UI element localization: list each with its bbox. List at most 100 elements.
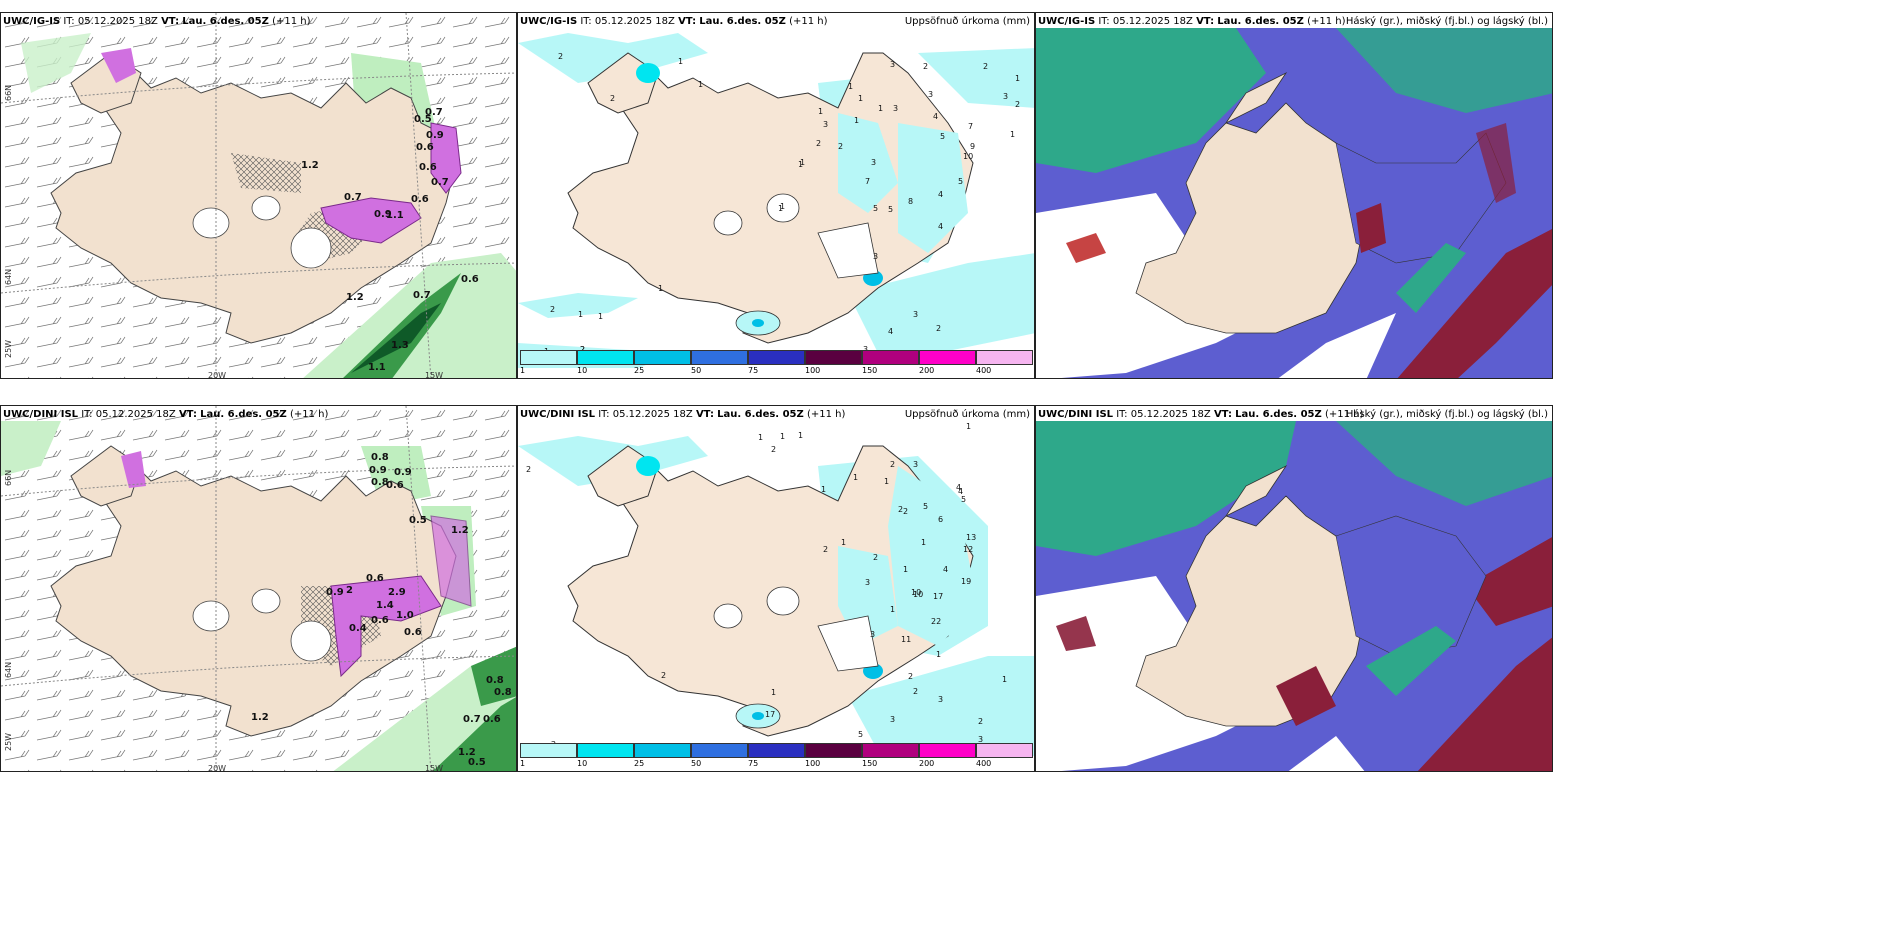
colorbar-tick: 400 [976,366,992,375]
value-label: 4 [938,190,944,199]
value-label: 11 [901,635,912,644]
value-label: 3 [863,346,868,354]
value-label: 0.6 [461,274,479,285]
value-label: 1 [678,57,684,66]
colorbar-tick: 100 [805,366,821,375]
value-label: 5 [888,205,894,214]
value-label: 0.6 [404,627,422,638]
value-label: 4 [938,222,944,231]
colorbar-tick: 400 [976,759,992,768]
value-label: 0.6 [411,194,429,205]
value-label: 1 [966,422,972,431]
value-label: 2 [903,507,909,516]
colorbar-tick: 10 [577,759,588,768]
value-label: 1 [780,432,786,441]
panel-subtitle: Uppsöfnuð úrkoma (mm) [904,16,1030,27]
value-label: 0.9 [394,467,412,478]
value-label: 2 [526,465,532,474]
value-label: 0.7 [344,192,362,203]
value-label: 12 [963,545,974,554]
colorbar-swatch [976,350,1033,365]
value-label: 1 [658,284,664,293]
value-label: 1 [778,204,784,213]
value-label: 0.8 [371,477,389,488]
value-label: 0.7 [463,714,481,725]
value-label: 1 [798,160,804,169]
value-label: 2 [913,687,919,696]
value-label: 2 [923,62,929,71]
value-label: 1 [903,565,909,574]
value-label: 0.6 [386,480,404,491]
value-label: 17 [933,592,944,601]
value-label: 1 [598,312,604,321]
value-label: 5 [958,177,964,186]
value-label: 1 [890,605,896,614]
colorbar-tick: 25 [634,366,645,375]
value-label: 1.1 [368,362,386,373]
value-label: 2 [890,460,896,469]
value-label: 2 [580,346,585,354]
colorbar-swatch [520,743,577,758]
colorbar-swatch [748,350,805,365]
colorbar-swatch [805,350,862,365]
value-label: 1.2 [346,292,364,303]
value-label: 0.5 [468,757,486,768]
value-label: 2 [873,553,879,562]
value-label: 2 [898,505,904,514]
map-panel-dini-precip: UWC/DINI ISL IT: 05.12.2025 18Z VT: Lau.… [517,405,1035,772]
map-canvas [1036,421,1552,771]
value-label: 13 [966,533,977,542]
value-label: 10 [963,152,974,161]
value-label: 3 [978,735,984,744]
panel-title: UWC/DINI ISL IT: 05.12.2025 18Z VT: Lau.… [3,409,329,420]
colorbar-swatch [520,350,577,365]
value-label: 0.9 [374,209,392,220]
value-label: 7 [968,122,974,131]
value-label: 2 [558,52,564,61]
value-label: 5 [873,204,879,213]
value-label: 0.6 [416,142,434,153]
value-label: 3 [865,578,871,587]
value-label: 1 [858,94,864,103]
value-label: 0.6 [366,573,384,584]
value-label: 1.2 [451,525,469,536]
colorbar-swatch [862,350,919,365]
value-label: 2 [1015,100,1021,109]
value-label: 22 [931,617,942,626]
colorbar-swatch [691,743,748,758]
value-label: 3 [823,120,829,129]
value-label: 10 [911,588,922,597]
value-label: 1.2 [251,712,269,723]
map-panel-dini-clouds: UWC/DINI ISL IT: 05.12.2025 18Z VT: Lau.… [1035,405,1553,772]
lon-label-25w: 25W [4,339,13,358]
panel-title: UWC/IG-IS IT: 05.12.2025 18Z VT: Lau. 6.… [1038,16,1346,27]
value-label: 10 [913,590,924,599]
value-label: 1.4 [376,600,394,611]
value-label: 3 [913,310,919,319]
map-panel-ig-is-wind: UWC/IG-IS IT: 05.12.2025 18Z VT: Lau. 6.… [0,12,517,379]
value-label: 2 [908,672,914,681]
lon-label-15w: 15W [425,371,444,379]
panel-title: UWC/IG-IS IT: 05.12.2025 18Z VT: Lau. 6.… [3,16,311,27]
value-label: 5 [940,132,946,141]
value-label: 4 [958,487,964,496]
lat-label-64n: 64N [4,268,13,285]
colorbar-swatch [919,743,976,758]
value-label: 4 [956,483,962,492]
map-panel-ig-is-clouds: UWC/IG-IS IT: 05.12.2025 18Z VT: Lau. 6.… [1035,12,1553,379]
value-label: 1.2 [458,747,476,758]
panel-subtitle: Háský (gr.), miðský (fj.bl.) og lágský (… [1345,16,1548,27]
value-label: 1.3 [391,340,409,351]
colorbar-swatch [634,743,691,758]
lat-label-66n: 66N [4,469,13,486]
value-label: 1 [1015,74,1021,83]
value-label: 7 [865,177,871,186]
colorbar-tick: 10 [577,366,588,375]
colorbar-swatch [748,743,805,758]
colorbar-swatch [691,350,748,365]
colorbar-swatch [919,350,976,365]
value-label: 1 [798,431,804,440]
colorbar-tick: 150 [862,759,878,768]
value-label: 2 [346,585,353,596]
value-label: 1 [878,104,884,113]
